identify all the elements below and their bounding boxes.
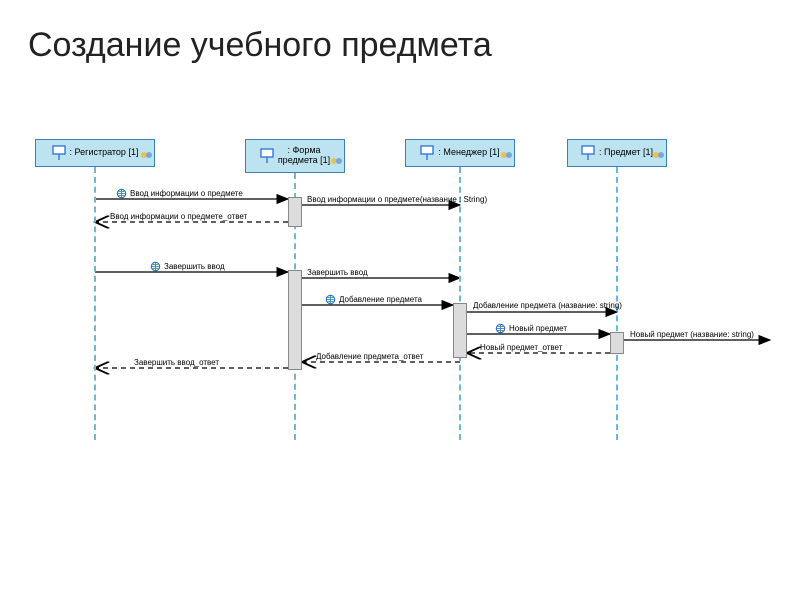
activation-form <box>288 270 302 370</box>
message-label: Завершить ввод <box>150 261 225 272</box>
activation-subj <box>610 332 624 354</box>
object-icon <box>52 145 66 161</box>
lifeline-label: : Менеджер [1] <box>438 148 499 158</box>
activation-form <box>288 197 302 227</box>
activation-mgr <box>453 303 467 358</box>
message-label: Добавление предмета (название: string) <box>473 302 622 310</box>
stereotype-icon <box>141 147 153 165</box>
lifeline-head-subj: : Предмет [1] <box>567 139 667 167</box>
stereotype-icon <box>653 147 665 165</box>
stereotype-icon <box>331 153 343 171</box>
lifeline-head-mgr: : Менеджер [1] <box>405 139 515 167</box>
lifeline-head-form: : Формапредмета [1] <box>245 139 345 173</box>
lifeline-label: : Регистратор [1] <box>70 148 139 158</box>
object-icon <box>581 145 595 161</box>
message-label: Завершить ввод <box>307 269 368 277</box>
lifeline-label: : Предмет [1] <box>599 148 653 158</box>
message-label: Новый предмет <box>495 323 567 334</box>
message-label: Ввод информации о предмете <box>116 188 243 199</box>
message-label: Ввод информации о предмете(название : St… <box>307 196 487 204</box>
stereotype-icon <box>501 147 513 165</box>
lifeline-head-reg: : Регистратор [1] <box>35 139 155 167</box>
object-icon <box>420 145 434 161</box>
lifeline-dash-reg <box>94 167 96 440</box>
message-label: Добавление предмета <box>325 294 422 305</box>
object-icon <box>260 148 274 164</box>
message-label: Завершить ввод_ответ <box>134 359 219 367</box>
message-label: Новый предмет (название: string) <box>630 331 754 339</box>
lifeline-label: : Формапредмета [1] <box>278 146 330 166</box>
message-label: Добавление предмета_ответ <box>316 353 423 361</box>
message-label: Ввод информации о предмете_ответ <box>110 213 247 221</box>
message-label: Новый предмет_ответ <box>480 344 562 352</box>
